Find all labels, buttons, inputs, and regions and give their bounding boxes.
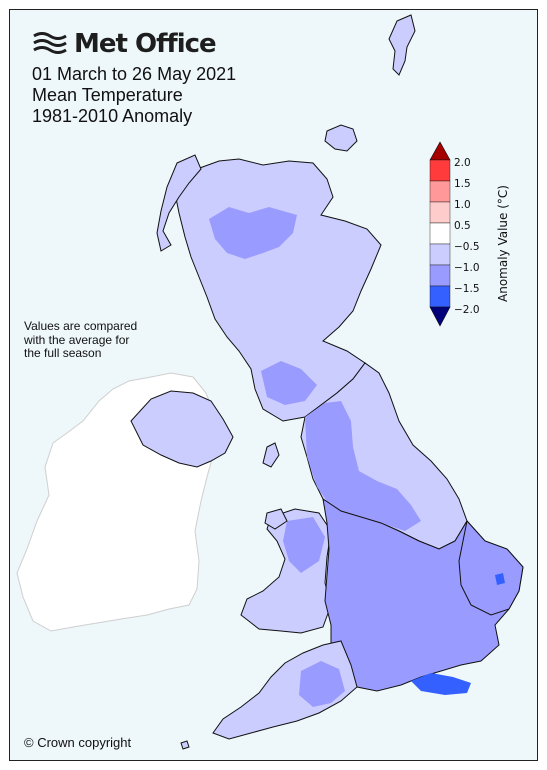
- scotland-cool-area-2: [261, 361, 317, 405]
- east-anglia-area: [458, 519, 524, 616]
- colorbar-tick: −1.5: [454, 283, 480, 295]
- colorbar-tick: −0.5: [454, 241, 480, 253]
- colorbar-band-1: [429, 159, 451, 182]
- colorbar-tick: −1.0: [454, 262, 480, 274]
- pennines-cool-area: [305, 401, 421, 531]
- uk-anomaly-map: [16, 14, 524, 750]
- colorbar-tick: 1.0: [454, 199, 471, 211]
- map-frame: Met Office 01 March to 26 May 2021 Mean …: [9, 9, 538, 761]
- colorbar-band-6: [429, 264, 451, 287]
- colorbar-title: Anomaly Value (°C): [496, 185, 510, 302]
- colorbar-band-2: [429, 180, 451, 203]
- northern-ireland: [130, 390, 234, 468]
- met-office-waves-icon: [33, 32, 67, 54]
- scotland-cool-area: [209, 207, 297, 259]
- season-note-line-1: Values are compared: [24, 319, 138, 333]
- colorbar-above-arrow: [429, 141, 451, 161]
- outer-hebrides: [156, 154, 202, 252]
- isles-of-scilly: [180, 740, 190, 750]
- wales-cool-area: [283, 517, 325, 573]
- anglesey: [264, 508, 288, 530]
- colorbar-band-5: [429, 243, 451, 266]
- season-note-line-3: the full season: [24, 346, 102, 360]
- title-variable: Mean Temperature: [32, 85, 183, 105]
- season-note: Values are compared with the average for…: [24, 319, 138, 361]
- colorbar-tick: 0.5: [454, 220, 471, 232]
- east-coast-cold-spot: [495, 573, 505, 585]
- colorbar-band-3: [429, 201, 451, 224]
- colorbar-tick: 1.5: [454, 178, 471, 190]
- colorbar-below-arrow: [429, 306, 451, 327]
- shetland: [388, 14, 416, 76]
- met-office-logo: Met Office: [32, 29, 217, 59]
- colorbar-band-4: [429, 222, 451, 245]
- title-baseline: 1981-2010 Anomaly: [32, 106, 193, 126]
- colorbar-tick: −2.0: [454, 304, 480, 316]
- isle-of-man: [262, 442, 280, 468]
- copyright-notice: © Crown copyright: [24, 735, 132, 750]
- south-coast-cold-area: [411, 673, 471, 695]
- colorbar-tick: 2.0: [454, 157, 471, 169]
- anomaly-colorbar: [429, 141, 451, 327]
- colorbar-band-7: [429, 285, 451, 308]
- season-note-line-2: with the average for: [24, 332, 130, 347]
- orkney: [324, 124, 358, 152]
- south-west-cool-area: [299, 661, 345, 707]
- title-date-range: 01 March to 26 May 2021: [32, 64, 237, 84]
- logo-text: Met Office: [74, 29, 217, 59]
